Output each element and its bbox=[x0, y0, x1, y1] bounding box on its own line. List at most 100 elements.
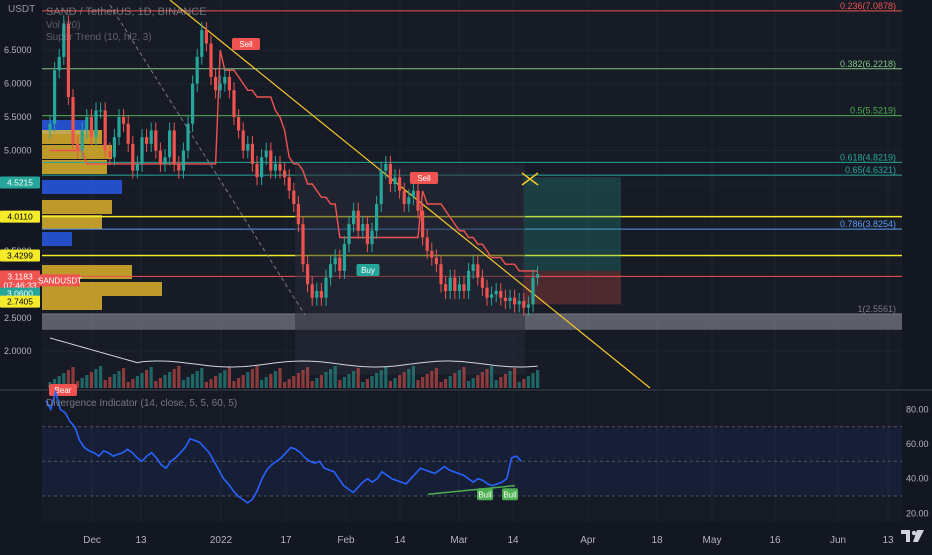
volume-bar bbox=[99, 366, 103, 388]
symbol-title[interactable]: SAND / TetherUS, 1D, BINANCE bbox=[46, 6, 207, 18]
volume-bar bbox=[356, 368, 360, 388]
candle-body bbox=[283, 170, 287, 178]
candle-body bbox=[485, 287, 489, 298]
candle-body bbox=[209, 43, 213, 77]
candle-body bbox=[329, 264, 333, 278]
candle-body bbox=[467, 270, 471, 291]
candle-body bbox=[375, 204, 379, 231]
candle-body bbox=[434, 257, 438, 265]
volume-bar bbox=[430, 371, 434, 388]
signal-label: Buy bbox=[361, 266, 375, 275]
candle-body bbox=[80, 130, 84, 151]
candle-body bbox=[117, 117, 121, 138]
volume-bar bbox=[112, 374, 116, 388]
symbol-tag bbox=[40, 274, 80, 287]
volume-bar bbox=[66, 370, 70, 388]
candle-body bbox=[398, 177, 402, 191]
price-tag-label: 4.5215 bbox=[7, 178, 33, 188]
tradingview-logo-icon bbox=[901, 530, 924, 542]
volume-bar bbox=[223, 370, 227, 388]
candle-body bbox=[292, 190, 296, 205]
x-tick-label: 14 bbox=[507, 535, 519, 546]
fib-label: 0.786(3.8254) bbox=[840, 219, 896, 229]
candle-body bbox=[273, 163, 277, 171]
volume-bar bbox=[214, 376, 218, 388]
rsi-tick-label: 20.00 bbox=[906, 508, 929, 518]
volume-bar bbox=[306, 367, 310, 388]
candle-body bbox=[154, 130, 158, 151]
volume-bar bbox=[186, 377, 190, 388]
candle-body bbox=[448, 277, 452, 291]
candle-body bbox=[526, 304, 530, 308]
candle-body bbox=[122, 117, 126, 124]
volume-bar bbox=[57, 376, 61, 388]
supertrend-legend[interactable]: Super Trend (10, hl2, 3) bbox=[46, 32, 152, 43]
volume-bar bbox=[375, 373, 379, 388]
candle-body bbox=[421, 210, 425, 238]
candle-body bbox=[480, 277, 484, 288]
candle-body bbox=[319, 291, 323, 298]
candle-body bbox=[342, 244, 346, 271]
volume-bar bbox=[103, 380, 107, 388]
volume-profile-bar bbox=[42, 296, 102, 310]
volume-bar bbox=[163, 375, 167, 388]
y-tick-label: 5.5000 bbox=[4, 112, 32, 122]
volume-bar bbox=[89, 372, 93, 388]
candle-body bbox=[241, 130, 245, 151]
volume-bar bbox=[204, 382, 208, 388]
volume-bar bbox=[457, 370, 461, 388]
volume-bar bbox=[80, 378, 84, 388]
volume-bar bbox=[200, 368, 204, 388]
dashed-trendline bbox=[109, 4, 306, 316]
volume-legend[interactable]: Vol (20) bbox=[46, 20, 81, 31]
fib-label: 0.65(4.6321) bbox=[845, 165, 896, 175]
oscillator-title[interactable]: Divergence Indicator (14, close, 5, 5, 6… bbox=[46, 398, 238, 409]
candle-body bbox=[145, 137, 149, 144]
candle-body bbox=[365, 224, 369, 245]
price-tag-label: 4.0110 bbox=[7, 212, 33, 222]
volume-bar bbox=[292, 376, 296, 388]
cross-marker bbox=[521, 172, 539, 186]
volume-bar bbox=[393, 378, 397, 388]
volume-bar bbox=[149, 367, 153, 388]
volume-bar bbox=[273, 371, 277, 388]
volume-bar bbox=[181, 380, 185, 388]
volume-bar bbox=[402, 372, 406, 388]
volume-bar bbox=[453, 373, 457, 388]
volume-bar bbox=[329, 369, 333, 388]
volume-profile-bar bbox=[42, 145, 112, 159]
volume-bar bbox=[333, 366, 337, 388]
candle-body bbox=[250, 143, 254, 164]
candle-body bbox=[48, 123, 52, 131]
price-tag-label: 3.0600 bbox=[7, 289, 33, 299]
x-tick-label: Mar bbox=[450, 535, 468, 546]
candle-body bbox=[310, 284, 314, 298]
rsi-tick-label: 60.00 bbox=[906, 439, 929, 449]
candle-body bbox=[324, 277, 328, 298]
volume-bar bbox=[53, 379, 57, 388]
candle-body bbox=[522, 301, 526, 308]
volume-bar bbox=[260, 380, 264, 388]
volume-bar bbox=[513, 368, 517, 388]
volume-bar bbox=[131, 379, 135, 388]
volume-bar bbox=[241, 375, 245, 388]
candle-body bbox=[71, 97, 75, 144]
volume-bar bbox=[315, 378, 319, 388]
candle-body bbox=[204, 30, 208, 44]
volume-profile-bar bbox=[42, 215, 102, 229]
volume-bar bbox=[145, 370, 149, 388]
fib-label: 0.618(4.8219) bbox=[840, 152, 896, 162]
candle-body bbox=[338, 257, 342, 271]
volume-bar bbox=[108, 377, 112, 388]
signal-badge bbox=[410, 172, 438, 184]
x-tick-label: 16 bbox=[769, 535, 781, 546]
candle-body bbox=[462, 284, 466, 291]
volume-bar bbox=[296, 373, 300, 388]
candle-body bbox=[62, 23, 66, 57]
candle-body bbox=[269, 150, 273, 171]
candle-body bbox=[388, 163, 392, 184]
bull-label: Bull bbox=[478, 490, 492, 499]
signal-badge bbox=[232, 38, 260, 50]
volume-bar bbox=[526, 376, 530, 388]
